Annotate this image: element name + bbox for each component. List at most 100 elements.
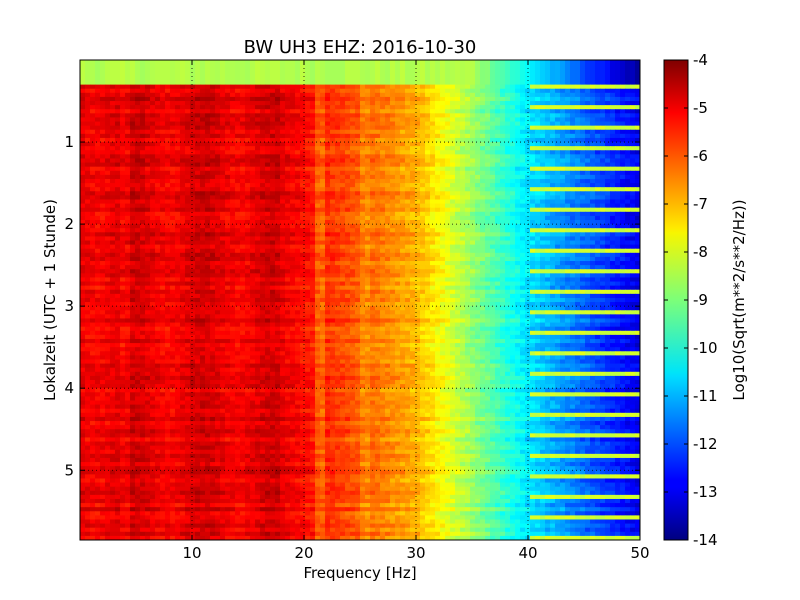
heatmap-cell <box>605 211 611 217</box>
heatmap-cell <box>510 252 516 258</box>
heatmap-cell <box>205 92 211 98</box>
heatmap-cell <box>230 191 236 196</box>
heatmap-cell <box>595 228 601 233</box>
heatmap-cell <box>80 207 86 213</box>
heatmap-cell <box>515 162 521 168</box>
heatmap-cell <box>600 183 606 188</box>
heatmap-cell <box>265 101 271 106</box>
heatmap-cell <box>520 220 526 225</box>
heatmap-cell <box>145 88 151 94</box>
heatmap-cell <box>455 220 461 225</box>
heatmap-cell <box>560 207 566 213</box>
heatmap-cell <box>315 101 321 106</box>
heatmap-cell <box>425 183 431 188</box>
heatmap-cell <box>155 133 161 139</box>
heatmap-cell <box>600 166 606 172</box>
heatmap-cell <box>620 228 626 233</box>
heatmap-cell <box>410 240 416 246</box>
heatmap-cell <box>315 158 321 164</box>
heatmap-cell <box>580 220 586 225</box>
heatmap-cell <box>465 170 471 176</box>
heatmap-cell <box>520 187 526 192</box>
heatmap-cell <box>180 92 186 98</box>
heatmap-cell <box>190 60 196 86</box>
heatmap-cell <box>115 137 121 143</box>
heatmap-cell <box>130 195 136 200</box>
heatmap-cell <box>395 203 401 209</box>
heatmap-cell <box>265 195 271 200</box>
heatmap-cell <box>440 142 446 147</box>
heatmap-cell <box>175 88 181 94</box>
heatmap-cell <box>200 248 206 254</box>
heatmap-cell <box>390 170 396 176</box>
heatmap-cell <box>565 203 571 209</box>
heatmap-cell <box>155 88 161 94</box>
heatmap-cell <box>190 215 196 221</box>
heatmap-cell <box>240 187 246 192</box>
heatmap-cell <box>390 174 396 180</box>
heatmap-cell <box>615 191 621 196</box>
heatmap-cell <box>445 113 451 118</box>
heatmap-cell <box>540 191 546 196</box>
heatmap-cell <box>265 133 271 139</box>
heatmap-cell <box>505 146 511 151</box>
heatmap-cell <box>575 252 581 258</box>
heatmap-cell <box>185 88 191 94</box>
heatmap-cell <box>460 187 466 192</box>
heatmap-cell <box>615 187 621 192</box>
heatmap-cell <box>390 96 396 102</box>
heatmap-cell <box>270 117 276 123</box>
heatmap-cell <box>105 232 111 237</box>
heatmap-cell <box>535 146 541 151</box>
heatmap-cell <box>105 228 111 233</box>
heatmap-cell <box>590 191 596 196</box>
heatmap-cell <box>265 244 271 250</box>
heatmap-cell <box>510 232 516 237</box>
heatmap-cell <box>190 133 196 139</box>
heatmap-cell <box>310 170 316 176</box>
heatmap-cell <box>300 133 306 139</box>
heatmap-cell <box>240 166 246 172</box>
heatmap-cell <box>290 224 296 229</box>
heatmap-cell <box>185 96 191 102</box>
heatmap-cell <box>85 191 91 196</box>
heatmap-cell <box>335 162 341 168</box>
heatmap-cell <box>630 146 636 151</box>
heatmap-cell <box>425 162 431 168</box>
heatmap-cell <box>280 199 286 205</box>
heatmap-cell <box>125 191 131 196</box>
heatmap-cell <box>255 195 261 200</box>
heatmap-cell <box>150 60 156 86</box>
heatmap-cell <box>90 60 96 86</box>
heatmap-cell <box>615 146 621 151</box>
heatmap-cell <box>535 220 541 225</box>
heatmap-cell <box>470 142 476 147</box>
heatmap-cell <box>515 174 521 180</box>
heatmap-cell <box>415 154 421 159</box>
heatmap-cell <box>395 92 401 98</box>
heatmap-cell <box>255 129 261 135</box>
heatmap-cell <box>495 129 501 135</box>
heatmap-cell <box>580 101 586 106</box>
heatmap-cell <box>440 146 446 151</box>
heatmap-cell <box>480 215 486 221</box>
heatmap-cell <box>95 232 101 237</box>
heatmap-cell <box>395 236 401 242</box>
heatmap-cell <box>280 146 286 151</box>
heatmap-cell <box>180 109 186 114</box>
heatmap-cell <box>570 109 576 114</box>
heatmap-cell <box>635 133 641 139</box>
heatmap-cell <box>165 224 171 229</box>
heatmap-cell <box>320 101 326 106</box>
heatmap-cell <box>330 199 336 205</box>
heatmap-cell <box>500 232 506 237</box>
heatmap-cell <box>175 261 181 266</box>
heatmap-cell <box>625 84 631 90</box>
heatmap-cell <box>390 220 396 225</box>
heatmap-cell <box>320 224 326 229</box>
heatmap-cell <box>325 174 331 180</box>
heatmap-cell <box>550 113 556 118</box>
heatmap-cell <box>345 211 351 217</box>
heatmap-cell <box>605 146 611 151</box>
heatmap-cell <box>420 101 426 106</box>
